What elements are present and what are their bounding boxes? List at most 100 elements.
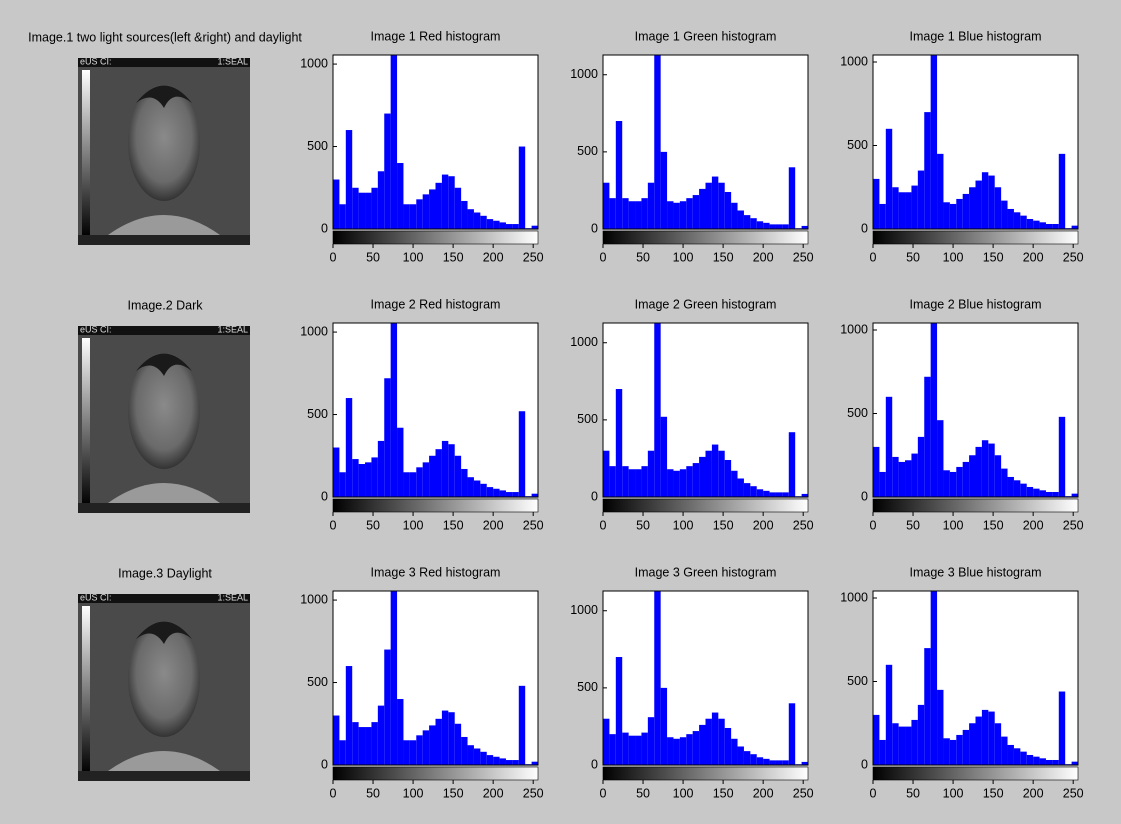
image-scale — [82, 606, 90, 773]
bar — [667, 469, 674, 497]
bar — [892, 456, 899, 497]
bar — [429, 455, 436, 497]
bar — [1001, 200, 1008, 229]
bar — [924, 376, 931, 497]
bar — [467, 477, 474, 497]
bar — [911, 719, 918, 765]
bar — [673, 738, 680, 765]
bar — [1001, 736, 1008, 765]
bar — [679, 737, 687, 765]
bar — [641, 732, 648, 765]
bar — [480, 215, 487, 229]
bar — [917, 170, 925, 229]
face-image: eUS CI: 1:SEAL — [78, 592, 250, 781]
x-tick-label: 100 — [403, 786, 424, 800]
bar — [750, 486, 757, 497]
bar — [333, 447, 340, 497]
bar — [667, 737, 674, 765]
bar — [409, 472, 417, 497]
y-tick-label: 0 — [591, 757, 598, 771]
bar — [1033, 488, 1040, 497]
y-tick-label: 1000 — [570, 335, 598, 349]
bar — [352, 459, 359, 497]
x-tick-label: 200 — [1023, 518, 1044, 532]
x-tick-label: 50 — [636, 518, 650, 532]
bar — [371, 457, 378, 497]
colorbar — [872, 230, 1079, 245]
chart-title: Image 2 Blue histogram — [909, 297, 1041, 311]
bar — [339, 740, 346, 765]
image-label: 1:SEAL — [217, 324, 248, 334]
bar — [352, 722, 359, 765]
image-bottom — [78, 771, 250, 781]
bar — [454, 455, 462, 497]
x-tick-label: 50 — [906, 518, 920, 532]
hair — [136, 353, 192, 376]
x-tick-label: 200 — [483, 250, 504, 264]
bar — [962, 729, 970, 765]
bar — [512, 224, 519, 229]
y-tick-label: 0 — [861, 221, 868, 235]
bar — [358, 727, 366, 765]
bar — [615, 389, 623, 497]
bar — [769, 492, 776, 497]
bar — [885, 128, 893, 229]
bar — [737, 478, 744, 497]
bar — [518, 146, 526, 229]
bar — [873, 178, 880, 229]
x-tick-label: 100 — [673, 250, 694, 264]
bar — [1058, 691, 1066, 765]
bar — [403, 740, 410, 765]
bar — [994, 187, 1002, 229]
x-tick-label: 250 — [523, 786, 544, 800]
face-image: eUS CI: 1:SEAL — [78, 56, 250, 245]
x-tick-label: 0 — [330, 518, 337, 532]
colorbar — [332, 498, 539, 513]
bar — [1071, 225, 1078, 229]
x-tick-label: 150 — [443, 786, 464, 800]
bar — [403, 204, 410, 229]
bar — [775, 224, 783, 229]
image-header — [78, 58, 250, 67]
y-tick-label: 500 — [307, 407, 328, 421]
bar — [1026, 486, 1034, 497]
bar — [782, 224, 789, 229]
bar — [724, 459, 732, 497]
colorbar — [602, 766, 809, 781]
bar — [1026, 754, 1034, 765]
y-tick-label: 0 — [321, 757, 328, 771]
x-tick-label: 0 — [600, 518, 607, 532]
bar — [448, 712, 455, 765]
chart-title: Image 3 Red histogram — [371, 565, 501, 579]
x-tick-label: 0 — [330, 786, 337, 800]
bar — [699, 724, 706, 765]
bar — [879, 739, 886, 765]
y-tick-label: 500 — [847, 406, 868, 420]
bar — [1045, 491, 1053, 497]
bar — [345, 666, 353, 765]
bar — [788, 167, 796, 229]
bar — [403, 472, 410, 497]
bar — [981, 440, 989, 497]
bar — [448, 444, 455, 497]
bar — [969, 187, 976, 229]
face-image: eUS CI: 1:SEAL — [78, 324, 250, 513]
bar — [609, 198, 616, 229]
bar — [801, 225, 808, 229]
bar — [686, 734, 693, 765]
bar — [756, 489, 764, 497]
bar — [441, 440, 449, 497]
bar — [788, 432, 796, 497]
x-tick-label: 50 — [906, 786, 920, 800]
x-tick-label: 50 — [906, 250, 920, 264]
bar — [1039, 222, 1046, 229]
plot-border — [332, 54, 539, 230]
bar — [1058, 416, 1066, 497]
image-title: Image.1 two light sources(left &right) a… — [28, 30, 302, 44]
bar — [788, 703, 796, 765]
bar — [956, 734, 963, 765]
bar — [397, 699, 404, 765]
bar — [429, 189, 436, 229]
bar — [660, 416, 668, 497]
bar — [949, 471, 957, 497]
